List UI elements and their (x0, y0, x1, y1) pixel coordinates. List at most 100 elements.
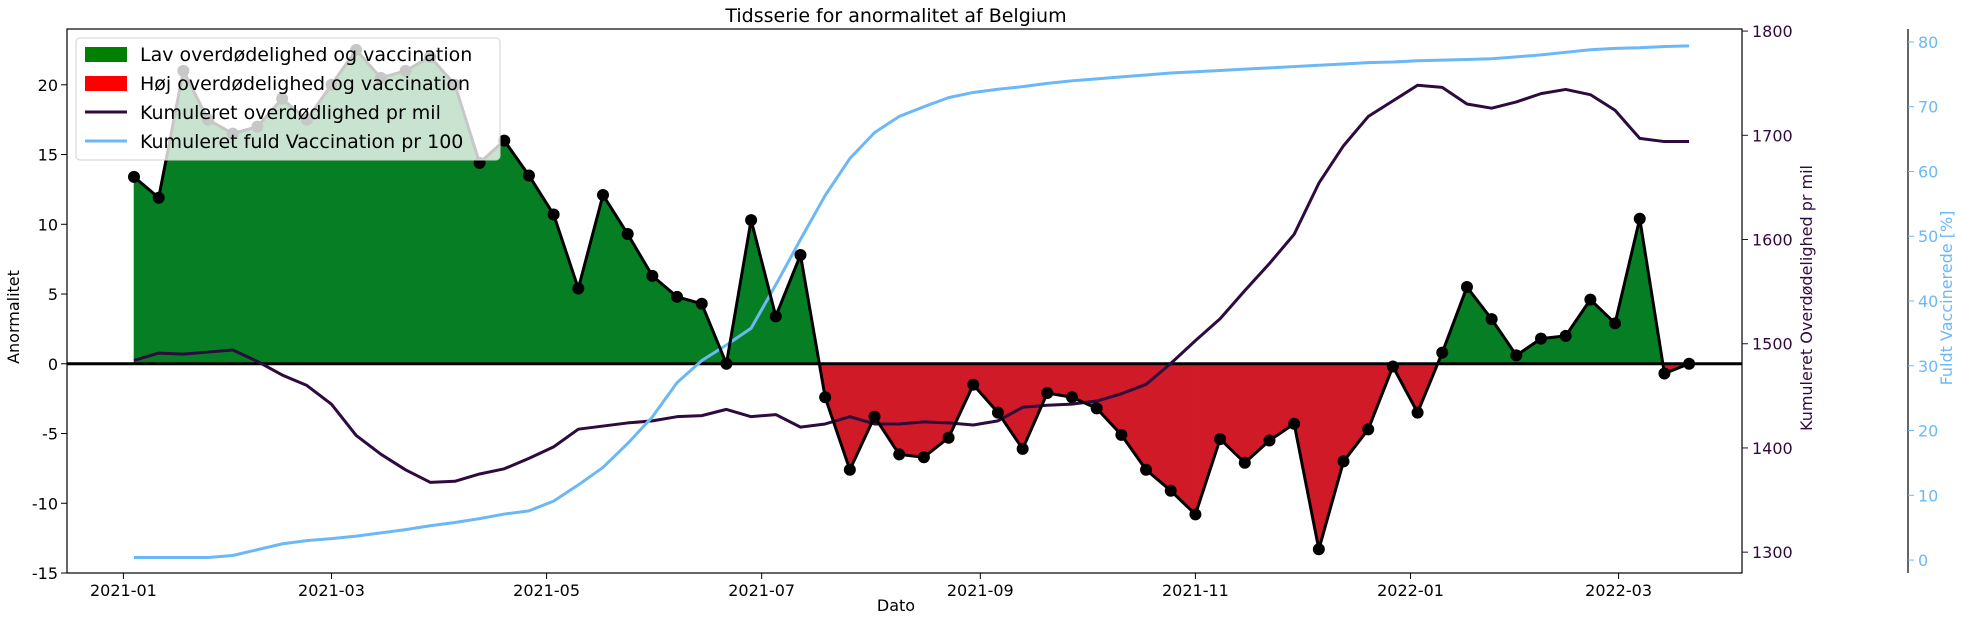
y-right1-tick-label: 1400 (1752, 439, 1793, 458)
anomaly-point (498, 134, 511, 147)
anomaly-point (1460, 281, 1473, 294)
y-tick-label: -5 (42, 425, 58, 444)
anomaly-point (1485, 313, 1498, 326)
y-axis-right1-label: Kumuleret Overdødelighed pr mil (1797, 165, 1816, 431)
legend-box (75, 37, 501, 161)
x-tick-label: 2021-03 (298, 581, 365, 600)
anomaly-point (1633, 212, 1646, 225)
y-tick-label: 0 (48, 355, 58, 374)
anomaly-fill-segment (1269, 363, 1295, 442)
anomaly-point (868, 410, 881, 423)
anomaly-point (1066, 391, 1078, 404)
y-right1-tick-label: 1700 (1752, 126, 1793, 145)
y-tick-label: -15 (32, 564, 58, 583)
anomaly-fill-segment (652, 275, 678, 365)
y-right2-tick-label: 40 (1918, 292, 1938, 311)
y-tick-label: 5 (48, 285, 58, 304)
anomaly-point (843, 463, 856, 476)
anomaly-point (1312, 543, 1325, 556)
anomaly-point (1362, 423, 1375, 436)
anomaly-point (1090, 402, 1103, 415)
anomaly-point (1386, 360, 1399, 373)
anomaly-point (1214, 433, 1227, 446)
plot-frame (66, 28, 1743, 574)
anomaly-point (1436, 346, 1449, 359)
anomaly-point (1683, 357, 1696, 370)
anomaly-point (1288, 417, 1301, 430)
anomaly-point (967, 378, 980, 391)
anomaly-point (893, 448, 906, 461)
anomaly-point (720, 357, 733, 370)
anomaly-fill-segment (874, 363, 900, 456)
anomaly-point (597, 188, 609, 201)
anomaly-point (621, 228, 634, 241)
y-axis-label: Anormalitet (4, 270, 23, 364)
anomaly-point (1584, 293, 1597, 306)
anomaly-fill-segment (1318, 363, 1344, 550)
y-right1-tick-label: 1800 (1752, 22, 1793, 41)
axes-layer: 2021-01 2021-03 2021-05 2021-07 2021-09 2021-… (32, 22, 1939, 600)
anomaly-point (942, 431, 955, 444)
anomaly-point (1041, 387, 1054, 400)
anomaly-point (1164, 484, 1177, 497)
x-tick-label: 2021-01 (90, 581, 157, 600)
y-tick-label: 15 (38, 146, 58, 165)
anomaly-point (1411, 406, 1424, 419)
x-axis-label: Dato (877, 596, 915, 615)
y-right2-tick-label: 20 (1918, 422, 1938, 441)
anomaly-point (1559, 329, 1572, 342)
y-tick-label: 10 (38, 215, 58, 234)
y-right2-tick-label: 50 (1918, 227, 1938, 246)
anomaly-point (695, 297, 708, 310)
anomaly-point (1115, 428, 1128, 441)
anomaly-point (522, 169, 535, 182)
x-tick-label: 2022-01 (1377, 581, 1444, 600)
y-right1-tick-label: 1300 (1752, 543, 1793, 562)
anomaly-point (1609, 317, 1622, 330)
anomaly-point (572, 282, 585, 295)
y-right1-tick-label: 1600 (1752, 231, 1793, 250)
y-tick-label: -10 (32, 494, 58, 513)
anomaly-point (1016, 442, 1029, 455)
legend-label: Kumuleret overdødlighed pr mil (140, 102, 441, 124)
anomaly-fill-segment (1219, 363, 1246, 464)
anomaly-point (1510, 349, 1523, 362)
anomaly-point (917, 451, 930, 464)
anomaly-point (1535, 332, 1547, 345)
anomaly-fill-segment (479, 139, 505, 365)
legend-label: Kumuleret fuld Vaccination pr 100 (140, 131, 463, 153)
anomaly-point (745, 214, 758, 227)
anomaly-fill-segment (898, 363, 925, 458)
anomaly-point (152, 191, 165, 204)
anomaly-point (646, 269, 659, 282)
anomaly-fill-segment (923, 363, 949, 458)
anomaly-point (1140, 463, 1153, 476)
anomaly-point (671, 290, 684, 303)
x-tick-label: 2021-11 (1162, 581, 1229, 600)
y-tick-label: 20 (38, 76, 58, 95)
mortality-line (133, 83, 1690, 484)
anomaly-point (1337, 455, 1350, 468)
y-axis-right2-label: Fuldt Vaccinerede [%] (1937, 211, 1956, 386)
anomaly-fill-segment (602, 193, 628, 365)
legend-label: Lav overdødelighed og vaccination (140, 44, 472, 66)
anomaly-point (794, 248, 807, 261)
anomaly-fill-segment (528, 174, 554, 365)
legend-swatch (85, 76, 127, 91)
chart-title: Tidsserie for anormalitet af Belgium (724, 5, 1066, 27)
anomaly-fill-segment (1466, 286, 1492, 365)
x-tick-label: 2021-09 (947, 581, 1014, 600)
y-right2-tick-label: 80 (1918, 33, 1938, 52)
anomaly-fill-segment (232, 126, 258, 365)
x-tick-label: 2022-03 (1585, 581, 1652, 600)
anomaly-fill-segment (997, 363, 1023, 450)
anomaly-point (1658, 367, 1671, 380)
anomaly-fill-segment (1244, 363, 1270, 464)
x-tick-label: 2021-05 (513, 581, 580, 600)
y-right2-tick-label: 30 (1918, 357, 1938, 376)
anomaly-fill-segment (133, 176, 159, 365)
anomaly-point (991, 406, 1004, 419)
y-right2-tick-label: 70 (1918, 98, 1938, 117)
